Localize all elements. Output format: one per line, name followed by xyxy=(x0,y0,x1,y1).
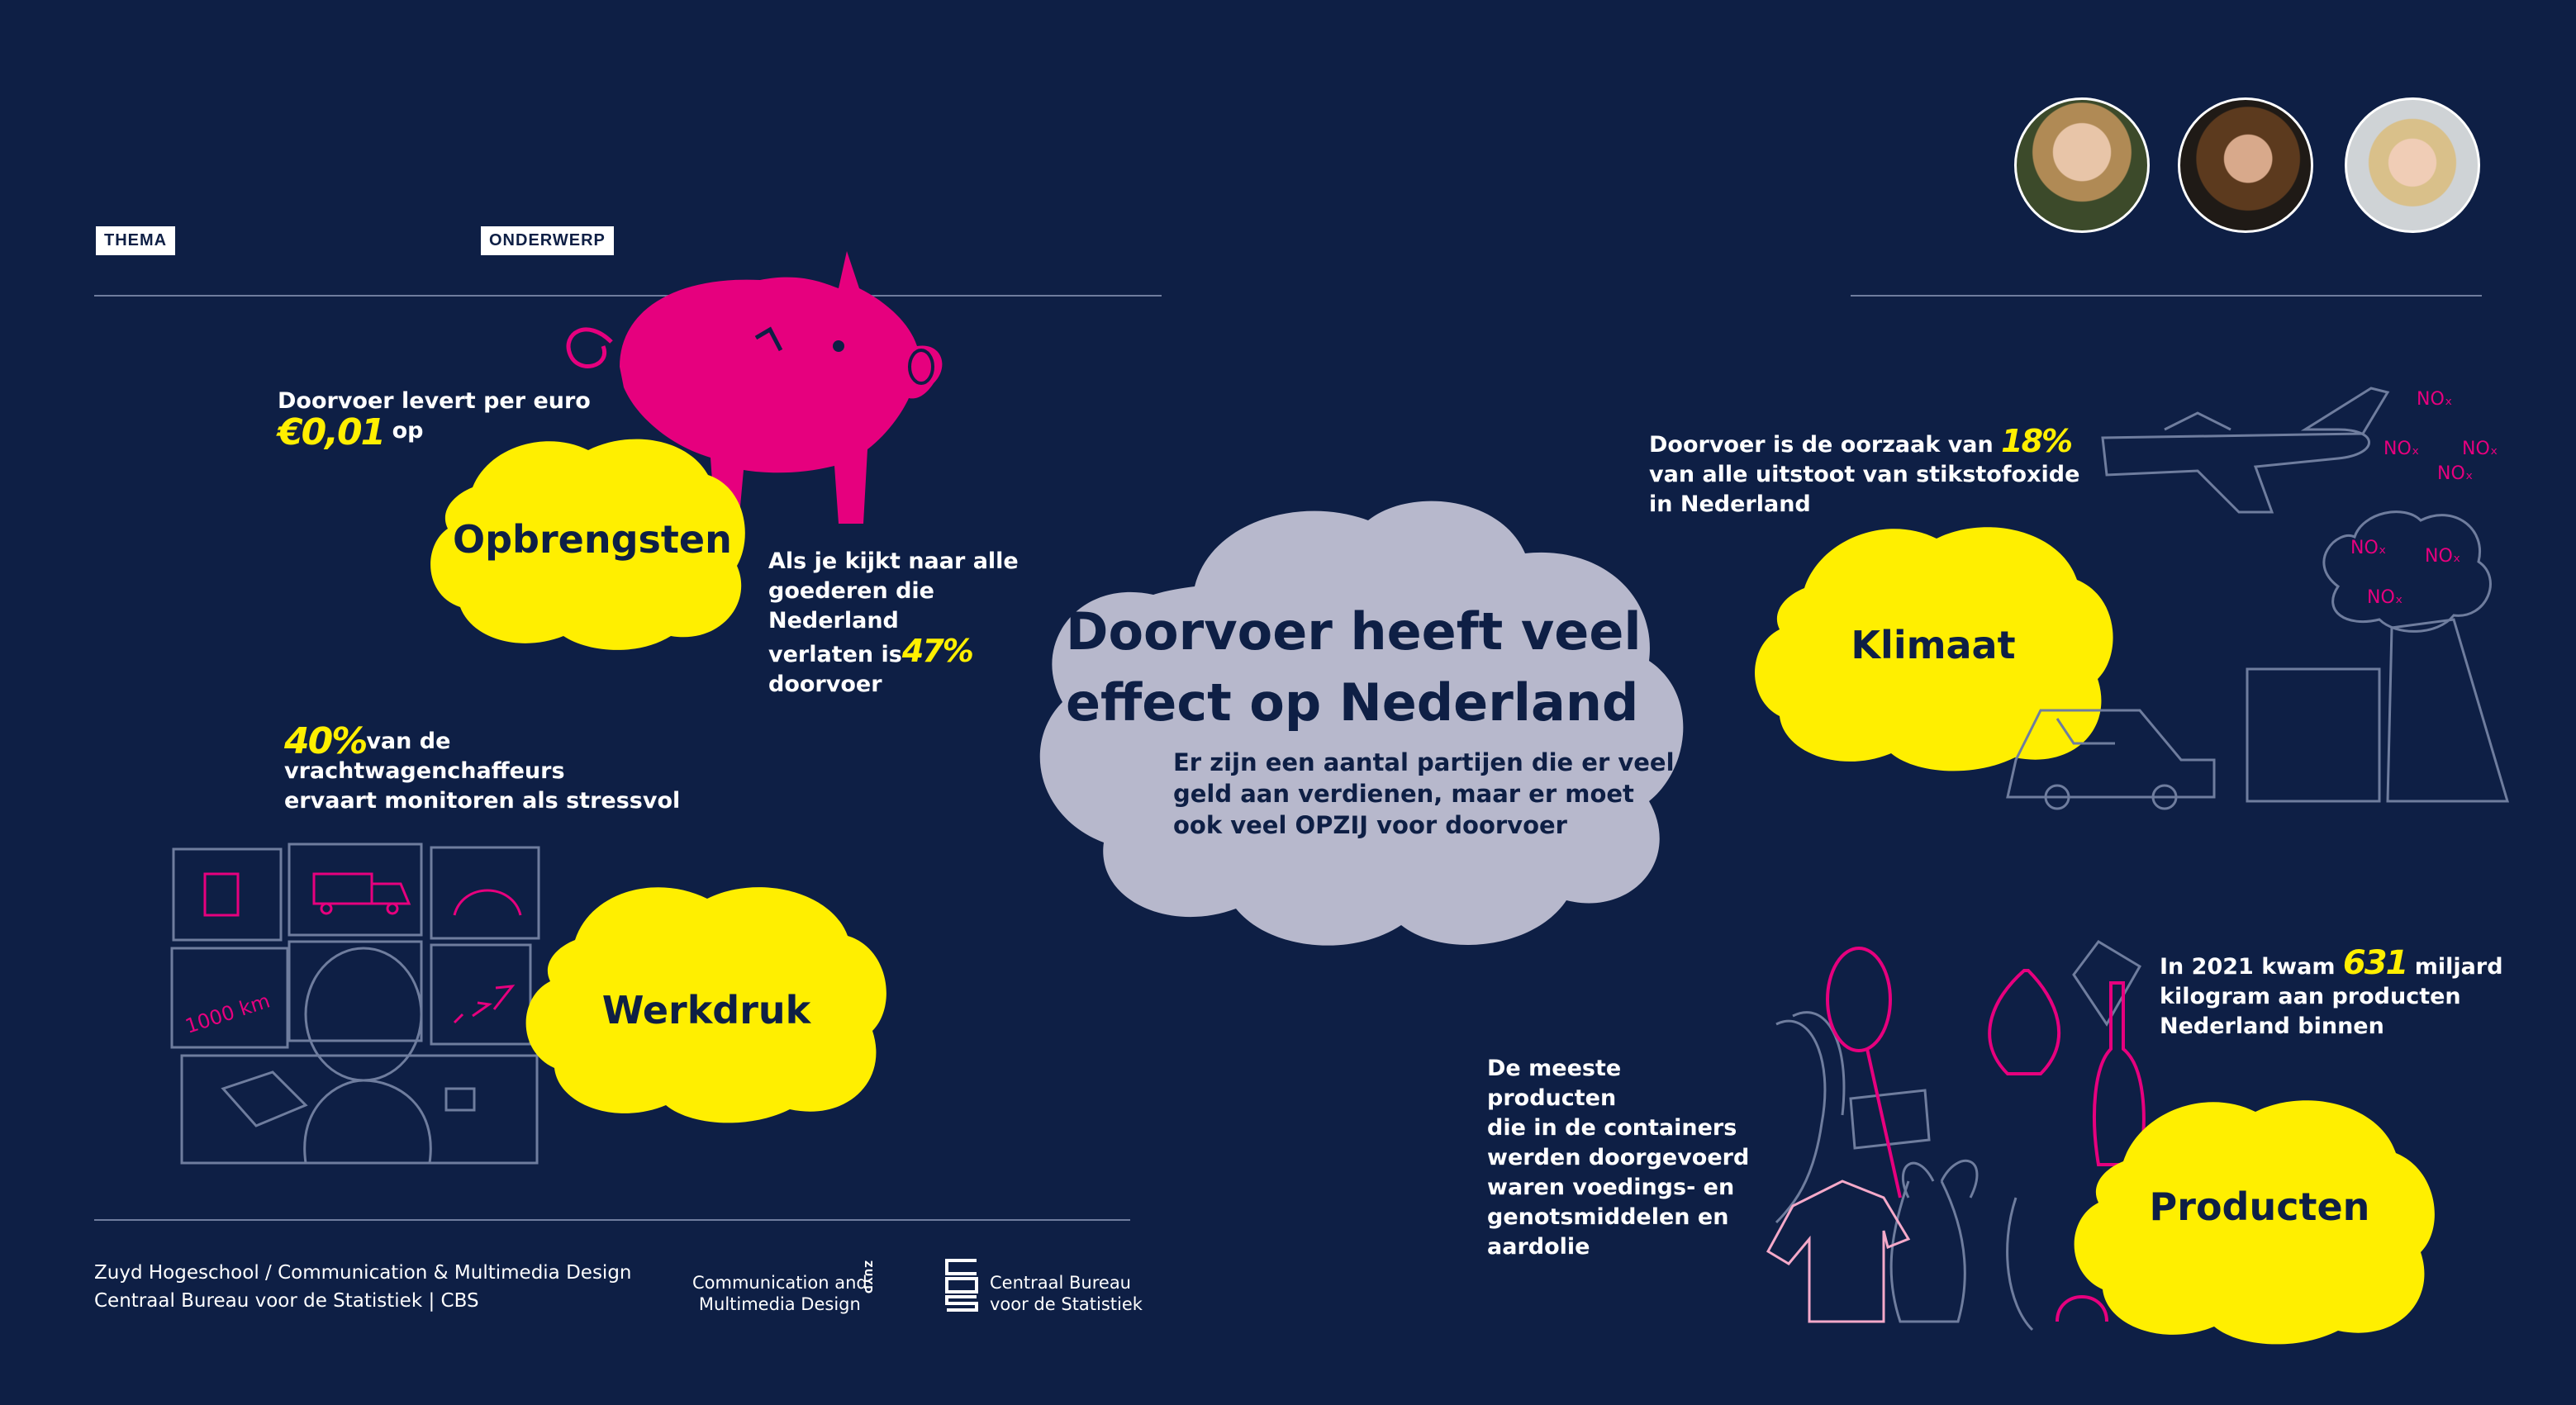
center-title-line2: effect op Nederland xyxy=(1066,672,1639,733)
bottom-divider xyxy=(94,1219,1130,1221)
producten-fact2-line3: werden doorgevoerd xyxy=(1487,1145,1750,1170)
werkdruk-fact-line3: ervaart monitoren als stressvol xyxy=(284,788,681,814)
klimaat-fact-prefix: Doorvoer is de oorzaak van xyxy=(1649,432,1994,458)
werkdruk-fact: 40%van de vrachtwagenchaffeurs ervaart m… xyxy=(284,724,714,816)
center-cloud xyxy=(1039,501,1684,946)
monitor-distance-text: 1000 km xyxy=(183,989,273,1037)
top-right-divider xyxy=(1851,295,2482,297)
opbrengsten-label: Opbrengsten xyxy=(453,517,732,562)
nox-label-2: NOₓ xyxy=(2384,439,2420,459)
producten-fact1-value: 631 xyxy=(2342,944,2408,982)
werkdruk-fact-value: 40% xyxy=(284,720,368,762)
werkdruk-fact-line1: van de xyxy=(366,729,451,754)
werkdruk-cloud xyxy=(525,887,886,1123)
producten-fact2: De meeste producten die in de containers… xyxy=(1487,1054,1751,1262)
center-title-line1: Doorvoer heeft veel xyxy=(1066,601,1642,662)
nox-label-7: NOₓ xyxy=(2367,587,2403,608)
cbs-logo-line2: voor de Statistiek xyxy=(990,1294,1143,1314)
opbrengsten-fact2-value: 47% xyxy=(901,633,974,669)
cmd-logo-line2: Multimedia Design xyxy=(698,1294,861,1314)
producten-fact2-line6: aardolie xyxy=(1487,1234,1590,1260)
producten-fact1-line2: kilogram aan producten xyxy=(2160,984,2461,1009)
zuyd-mark: ZUYD xyxy=(863,1260,874,1295)
cbs-logo-line1: Centraal Bureau xyxy=(990,1273,1131,1293)
nox-label-5: NOₓ xyxy=(2350,538,2387,558)
klimaat-fact-line2: van alle uitstoot van stikstofoxide xyxy=(1649,462,2080,487)
producten-fact2-line5: genotsmiddelen en xyxy=(1487,1204,1729,1230)
opbrengsten-fact1-line1: Doorvoer levert per euro xyxy=(278,388,591,414)
nox-label-4: NOₓ xyxy=(2437,463,2474,484)
producten-fact1-suffix: miljard xyxy=(2414,954,2503,980)
opbrengsten-fact2-line2: goederen die Nederland xyxy=(768,578,934,634)
klimaat-cloud xyxy=(1755,527,2113,771)
opbrengsten-fact2: Als je kijkt naar alle goederen die Nede… xyxy=(768,547,1066,700)
producten-fact1: In 2021 kwam 631 miljard kilogram aan pr… xyxy=(2160,947,2507,1042)
producten-fact1-prefix: In 2021 kwam xyxy=(2160,954,2336,980)
pollution-illustration: NOₓ NOₓ NOₓ NOₓ NOₓ NOₓ NOₓ xyxy=(2006,387,2510,810)
cbs-logo-icon xyxy=(945,1259,978,1312)
opbrengsten-fact1-suffix: op xyxy=(392,418,424,444)
opbrengsten-fact2-line1: Als je kijkt naar alle xyxy=(768,548,1019,574)
producten-fact2-line1: De meeste producten xyxy=(1487,1056,1622,1111)
producten-fact2-line2: die in de containers xyxy=(1487,1115,1737,1141)
team-member-2-avatar xyxy=(2178,97,2313,233)
nox-label-6: NOₓ xyxy=(2425,546,2461,567)
center-body-line1: Er zijn een aantal partijen die er veel xyxy=(1173,748,1675,776)
monitor-wall-illustration: 1000 km xyxy=(170,843,540,1165)
opbrengsten-cloud xyxy=(430,439,745,650)
werkdruk-label: Werkdruk xyxy=(601,988,811,1032)
team-member-1-avatar xyxy=(2014,97,2150,233)
nox-label-3: NOₓ xyxy=(2462,439,2498,459)
werkdruk-fact-line2: vrachtwagenchaffeurs xyxy=(284,758,565,784)
cmd-logo: Communication and Multimedia Design xyxy=(692,1272,867,1315)
producten-label: Producten xyxy=(2149,1184,2370,1229)
nox-label-1: NOₓ xyxy=(2417,389,2453,410)
center-body-line3: ook veel OPZIJ voor doorvoer xyxy=(1173,811,1567,839)
opbrengsten-fact1-value: €0,01 xyxy=(278,411,386,453)
opbrengsten-fact2-line4: doorvoer xyxy=(768,672,882,697)
team-member-3-avatar xyxy=(2345,97,2480,233)
klimaat-label: Klimaat xyxy=(1851,623,2016,667)
klimaat-fact-line3: in Nederland xyxy=(1649,491,1811,517)
center-body-line2: geld aan verdienen, maar er moet xyxy=(1173,780,1634,808)
cmd-logo-line1: Communication and xyxy=(692,1273,867,1293)
opbrengsten-fact1: Doorvoer levert per euro €0,01 op xyxy=(278,387,608,453)
footer-line1: Zuyd Hogeschool / Communication & Multim… xyxy=(94,1262,632,1284)
footer-credits: Zuyd Hogeschool / Communication & Multim… xyxy=(94,1259,632,1315)
klimaat-fact-value: 18% xyxy=(2001,423,2073,459)
footer-line2: Centraal Bureau voor de Statistiek | CBS xyxy=(94,1290,479,1312)
producten-cloud xyxy=(2074,1100,2435,1345)
klimaat-fact: Doorvoer is de oorzaak van 18% van alle … xyxy=(1649,423,2112,520)
top-left-divider xyxy=(94,295,1162,297)
thema-tag: THEMA xyxy=(96,226,176,255)
piggy-bank-illustration xyxy=(566,251,943,524)
producten-fact1-line3: Nederland binnen xyxy=(2160,1013,2384,1039)
onderwerp-tag: ONDERWERP xyxy=(481,226,614,255)
center-title: Doorvoer heeft veel effect op Nederland xyxy=(1066,596,1694,738)
products-illustration xyxy=(1766,940,2146,1331)
opbrengsten-fact2-prefix: verlaten is xyxy=(768,642,902,667)
cbs-logo-text: Centraal Bureau voor de Statistiek xyxy=(990,1272,1143,1315)
center-body: Er zijn een aantal partijen die er veel … xyxy=(1173,747,1685,841)
producten-fact2-line4: waren voedings- en xyxy=(1487,1175,1735,1200)
